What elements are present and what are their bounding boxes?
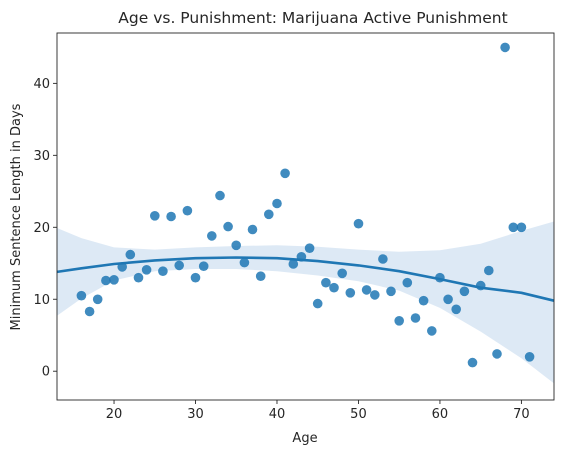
data-point [215, 190, 225, 201]
data-point [117, 262, 127, 272]
data-point [321, 277, 331, 288]
data-point [500, 42, 510, 53]
data-point [264, 209, 274, 220]
data-point [247, 224, 258, 235]
data-point [272, 198, 282, 209]
data-point [378, 254, 388, 264]
data-point [182, 205, 193, 216]
x-tick-label: 40 [269, 407, 286, 422]
x-tick-label: 30 [187, 407, 204, 422]
data-point [475, 280, 486, 291]
chart-title: Age vs. Punishment: Marijuana Active Pun… [118, 9, 507, 27]
data-point [345, 288, 356, 298]
x-ticks: 20 30 40 50 60 70 [106, 400, 530, 422]
x-tick-label: 60 [432, 407, 449, 422]
y-tick-label: 30 [33, 149, 50, 164]
data-point [133, 272, 144, 283]
data-point [353, 218, 364, 229]
data-point [109, 275, 119, 285]
y-tick-label: 10 [33, 293, 50, 308]
y-axis-label: Minimum Sentence Length in Days [9, 103, 24, 330]
plot-frame [56, 32, 555, 401]
x-axis-label: Age [292, 431, 317, 446]
data-point [394, 316, 405, 326]
data-point [207, 231, 217, 241]
data-point [288, 259, 299, 269]
data-point [451, 304, 462, 315]
data-point [296, 251, 307, 262]
data-point [312, 298, 323, 309]
x-tick-label: 70 [513, 407, 530, 422]
data-point [370, 290, 380, 300]
data-point [459, 286, 470, 297]
data-point [141, 265, 152, 275]
data-point [92, 294, 103, 305]
data-point [174, 260, 184, 271]
x-tick-label: 20 [106, 407, 123, 422]
data-point [361, 285, 372, 295]
data-point [231, 240, 241, 251]
data-points-layer [76, 42, 535, 368]
data-point [484, 265, 494, 276]
data-point [435, 272, 445, 283]
data-point [427, 326, 437, 336]
data-point [190, 272, 201, 283]
data-point [492, 349, 502, 359]
data-point [386, 286, 396, 297]
y-tick-label: 0 [42, 365, 50, 380]
data-point [280, 168, 290, 179]
data-point [467, 357, 478, 368]
data-point [239, 257, 250, 268]
data-point [329, 282, 339, 293]
data-point [410, 313, 421, 323]
data-point [524, 352, 535, 362]
data-point [158, 266, 168, 277]
x-tick-label: 50 [350, 407, 367, 422]
data-point [443, 294, 453, 305]
y-tick-label: 20 [33, 221, 50, 236]
data-point [76, 290, 87, 301]
data-point [166, 211, 176, 222]
data-point [255, 271, 266, 282]
data-point [516, 222, 527, 233]
data-point [337, 268, 348, 279]
data-point [125, 249, 136, 260]
data-point [304, 243, 315, 253]
data-point [84, 306, 95, 317]
data-point [223, 221, 233, 232]
data-point [101, 275, 111, 286]
data-point [402, 277, 413, 288]
data-point [150, 211, 160, 221]
y-ticks: 0 10 20 30 40 [33, 77, 57, 380]
data-point [418, 295, 429, 306]
data-point [508, 222, 519, 233]
y-tick-label: 40 [33, 77, 50, 92]
data-point [198, 261, 209, 272]
